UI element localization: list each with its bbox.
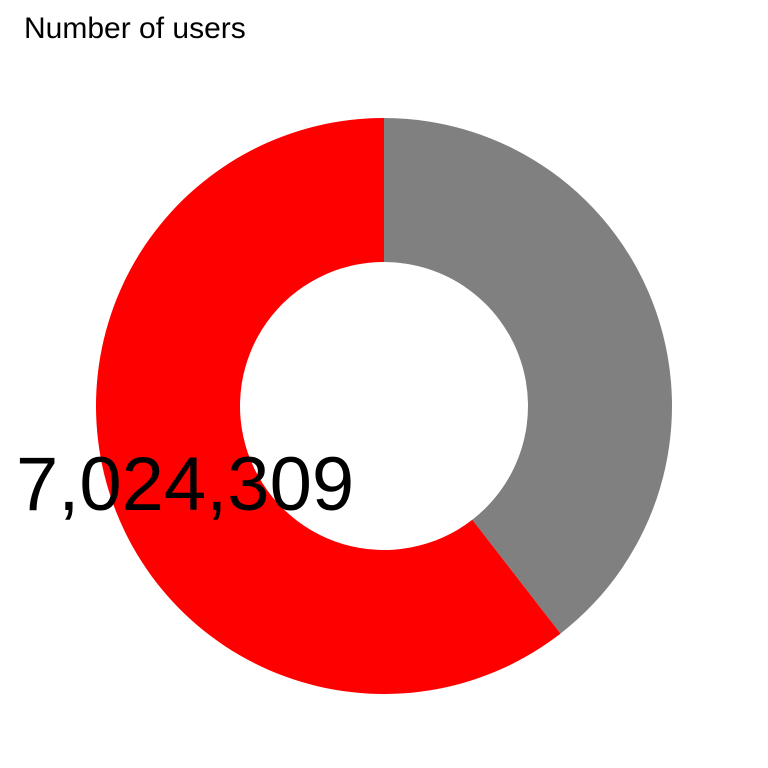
- chart-title: Number of users: [24, 12, 246, 45]
- donut-slice-1: [384, 118, 672, 634]
- donut-slices: [95, 118, 672, 694]
- slice-value-label: 7,024,309: [16, 442, 354, 527]
- donut-slice-2: [95, 118, 561, 694]
